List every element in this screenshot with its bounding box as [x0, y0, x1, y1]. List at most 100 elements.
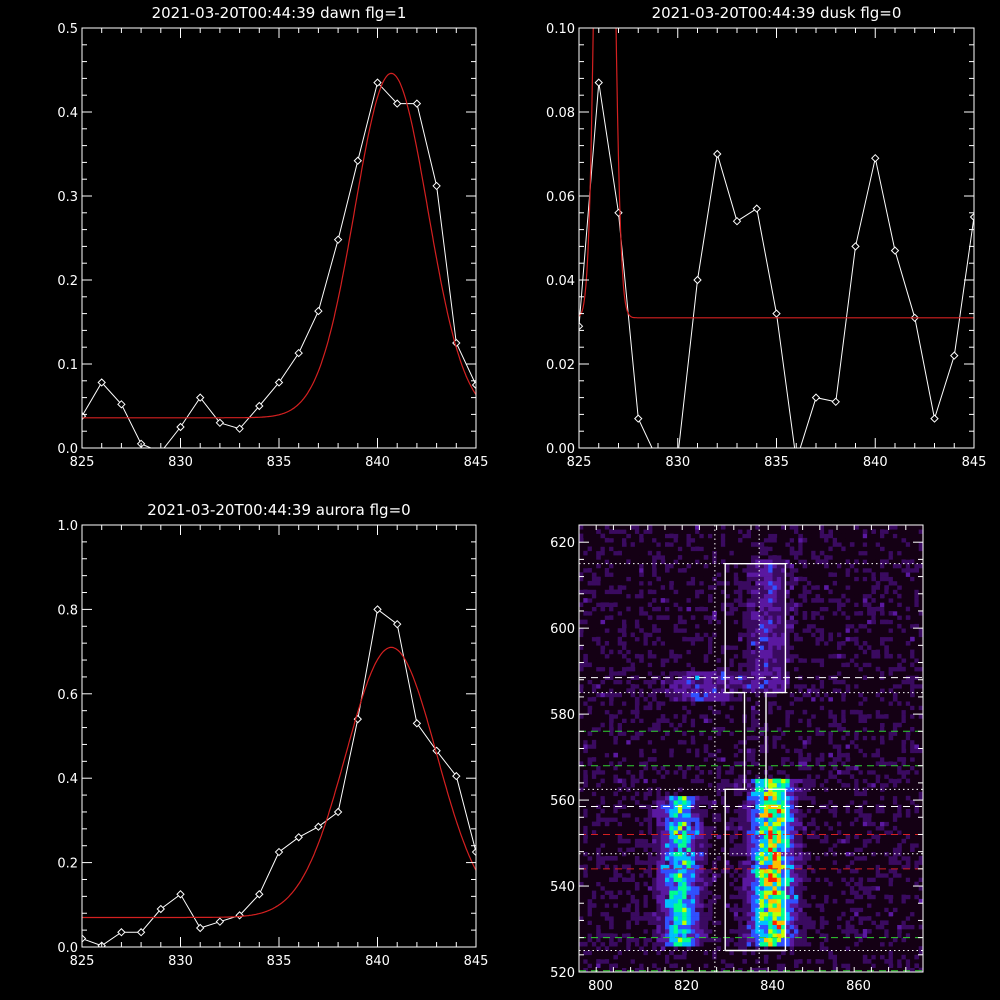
heatmap-cell — [699, 709, 704, 715]
heatmap-cell — [639, 576, 644, 582]
heatmap-cell — [802, 688, 808, 693]
heatmap-cell — [643, 817, 649, 822]
heatmap-cell — [798, 529, 803, 534]
heatmap-cell — [591, 568, 597, 573]
heatmap-cell — [712, 576, 717, 582]
heatmap-cell — [583, 813, 588, 818]
heatmap-cell — [815, 795, 821, 801]
heatmap-cell — [579, 602, 584, 607]
heatmap-cell — [798, 864, 803, 870]
heatmap-cell — [720, 546, 726, 552]
heatmap-cell — [613, 856, 618, 861]
data-point-marker — [136, 928, 146, 937]
heatmap-cell — [647, 739, 653, 745]
heatmap-cell — [669, 830, 674, 835]
heatmap-cell — [600, 619, 606, 625]
heatmap-cell — [798, 593, 803, 599]
heatmap-cell — [579, 834, 584, 840]
heatmap-cell — [617, 529, 623, 534]
heatmap-cell — [806, 585, 812, 590]
heatmap-cell — [759, 787, 765, 792]
heatmap-cell — [673, 623, 679, 629]
heatmap-cell — [652, 709, 657, 715]
heatmap-cell — [647, 800, 653, 805]
heatmap-cell — [699, 688, 704, 693]
heatmap-cell — [673, 946, 679, 951]
heatmap-cell — [759, 619, 765, 625]
heatmap-cell — [772, 739, 778, 745]
heatmap-cell — [647, 937, 653, 943]
heatmap-cell — [626, 856, 631, 861]
heatmap-cell — [751, 830, 756, 835]
heatmap-cell — [751, 821, 756, 827]
heatmap-cell — [720, 946, 726, 951]
heatmap-cell — [811, 894, 816, 900]
heatmap-cell — [591, 873, 597, 878]
heatmap-cell — [729, 946, 735, 951]
heatmap-cell — [794, 761, 799, 766]
heatmap-cell — [639, 563, 644, 569]
heatmap-cell — [643, 529, 649, 534]
heatmap-cell — [630, 894, 636, 900]
heatmap-cell — [656, 817, 661, 822]
heatmap-cell — [639, 782, 644, 788]
heatmap-cell — [690, 628, 696, 633]
heatmap-cell — [673, 856, 679, 861]
heatmap-cell — [772, 727, 778, 732]
heatmap-cell — [682, 920, 687, 925]
heatmap-cell — [660, 761, 666, 766]
heatmap-cell — [751, 684, 756, 689]
heatmap-cell — [699, 580, 704, 586]
heatmap-cell — [639, 864, 644, 870]
heatmap-cell — [802, 602, 808, 607]
heatmap-cell — [626, 709, 631, 715]
heatmap-cell — [781, 954, 786, 960]
heatmap-cell — [665, 696, 670, 702]
heatmap-cell — [781, 671, 786, 676]
heatmap-cell — [643, 761, 649, 766]
heatmap-cell — [686, 636, 692, 642]
heatmap-cell — [647, 757, 653, 762]
heatmap-cell — [639, 898, 644, 904]
heatmap-cell — [686, 963, 692, 968]
heatmap-cell — [699, 606, 704, 612]
heatmap-cell — [660, 860, 666, 865]
heatmap-cell — [708, 593, 713, 599]
heatmap-cell — [755, 550, 760, 556]
heatmap-cell — [738, 941, 743, 947]
heatmap-cell — [742, 838, 747, 844]
heatmap-cell — [776, 834, 782, 840]
heatmap-cell — [772, 761, 778, 766]
heatmap-cell — [613, 628, 618, 633]
heatmap-cell — [622, 559, 627, 564]
heatmap-cell — [789, 572, 795, 577]
heatmap-cell — [579, 692, 584, 698]
heatmap-cell — [776, 933, 782, 938]
heatmap-cell — [699, 929, 704, 934]
heatmap-cell — [600, 572, 606, 577]
heatmap-cell — [609, 602, 614, 607]
heatmap-cell — [751, 688, 756, 693]
heatmap-cell — [587, 589, 593, 595]
heatmap-cell — [699, 830, 704, 835]
x-tick-label: 840 — [863, 455, 888, 470]
heatmap-cell — [669, 593, 674, 599]
heatmap-cell — [656, 709, 661, 715]
heatmap-cell — [781, 589, 786, 595]
heatmap-cell — [699, 795, 704, 801]
heatmap-cell — [690, 615, 696, 620]
heatmap-cell — [699, 808, 704, 814]
heatmap-cell — [785, 813, 790, 818]
heatmap-cell — [729, 696, 735, 702]
heatmap-cell — [720, 959, 726, 964]
heatmap-cell — [785, 658, 790, 663]
heatmap-cell — [682, 886, 687, 891]
heatmap-cell — [720, 898, 726, 904]
heatmap-cell — [802, 744, 808, 749]
heatmap-cell — [720, 757, 726, 762]
heatmap-cell — [673, 787, 679, 792]
heatmap-cell — [579, 787, 584, 792]
heatmap-cell — [798, 856, 803, 861]
heatmap-cell — [587, 830, 593, 835]
heatmap-cell — [695, 778, 700, 784]
